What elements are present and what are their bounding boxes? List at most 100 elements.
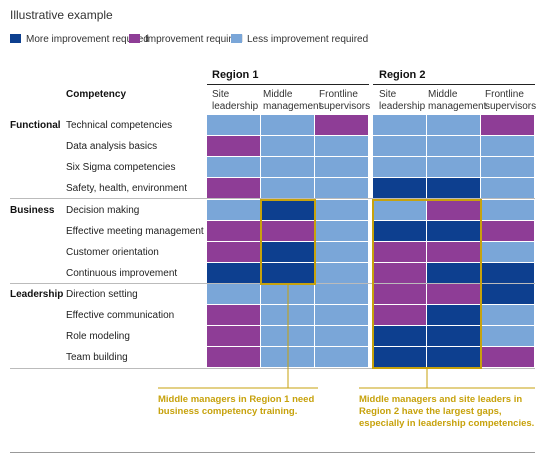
column-header-line: supervisors (485, 101, 537, 112)
group-separator (10, 368, 535, 369)
region-title-1: Region 1 (212, 69, 259, 81)
heatmap-cell-r2-frontline-row-9 (481, 284, 534, 304)
heatmap-cell-r1-frontline-row-9 (315, 284, 368, 304)
heatmap-cell-r1-site-row-5 (207, 200, 260, 220)
callout-region-1: Middle managers in Region 1 need busines… (158, 394, 314, 418)
heatmap-cell-r2-middle-row-5 (427, 200, 480, 220)
heatmap-cell-r2-middle-row-9 (427, 284, 480, 304)
heatmap-cell-r2-middle-row-2 (427, 136, 480, 156)
heatmap-cell-r2-site-row-11 (373, 326, 426, 346)
column-header-r2-frontline: Frontline supervisors (485, 89, 536, 113)
heatmap-cell-r2-middle-row-1 (427, 115, 480, 135)
heatmap-cell-r1-site-row-11 (207, 326, 260, 346)
heatmap-cell-r1-frontline-row-3 (315, 157, 368, 177)
heatmap-cell-r1-site-row-9 (207, 284, 260, 304)
heatmap-cell-r2-frontline-row-11 (481, 326, 534, 346)
column-header-line: management (428, 101, 487, 112)
legend-label-more: More improvement required (26, 34, 149, 45)
region-title-2: Region 2 (379, 69, 426, 81)
heatmap-cell-r1-frontline-row-11 (315, 326, 368, 346)
legend-item-less: Less improvement required (231, 34, 368, 45)
heatmap-cell-r2-frontline-row-3 (481, 157, 534, 177)
heatmap-cell-r1-site-row-4 (207, 178, 260, 198)
heatmap-cell-r2-middle-row-3 (427, 157, 480, 177)
heatmap-cell-r1-site-row-12 (207, 347, 260, 367)
callout-line: Region 2 have the largest gaps, (359, 406, 502, 417)
legend-swatch-more (10, 34, 21, 43)
heatmap-cell-r2-middle-row-6 (427, 221, 480, 241)
heatmap-cell-r1-frontline-row-12 (315, 347, 368, 367)
legend-swatch-less (231, 34, 242, 43)
column-header-line: Frontline (485, 89, 524, 100)
callout-line: Middle managers in Region 1 need (158, 394, 315, 405)
heatmap-cell-r1-frontline-row-4 (315, 178, 368, 198)
heatmap-cell-r2-frontline-row-12 (481, 347, 534, 367)
heatmap-cell-r2-middle-row-11 (427, 326, 480, 346)
legend-item-improvement: Improvement required (129, 34, 243, 45)
column-header-r1-middle: Middle management (263, 89, 321, 113)
group-label-functional: Functional (10, 120, 61, 131)
heatmap-cell-r1-site-row-1 (207, 115, 260, 135)
competency-header: Competency (66, 89, 127, 100)
bottom-rule (10, 452, 535, 453)
row-label: Six Sigma competencies (66, 162, 176, 173)
row-label: Continuous improvement (66, 268, 178, 279)
heatmap-cell-r1-middle-row-8 (261, 263, 314, 283)
heatmap-cell-r2-frontline-row-10 (481, 305, 534, 325)
region-rule-2 (373, 84, 535, 85)
heatmap-cell-r2-site-row-1 (373, 115, 426, 135)
heatmap-cell-r1-frontline-row-5 (315, 200, 368, 220)
heatmap-cell-r2-site-row-3 (373, 157, 426, 177)
column-header-r1-frontline: Frontline supervisors (319, 89, 370, 113)
row-label: Effective meeting management (66, 226, 204, 237)
heatmap-cell-r2-middle-row-4 (427, 178, 480, 198)
heatmap-cell-r1-site-row-8 (207, 263, 260, 283)
heatmap-cell-r2-middle-row-8 (427, 263, 480, 283)
column-header-r2-site: Site leadership (379, 89, 425, 113)
column-header-line: supervisors (319, 101, 371, 112)
heatmap-cell-r1-middle-row-6 (261, 221, 314, 241)
column-header-line: Site (212, 89, 230, 100)
group-separator (10, 198, 535, 199)
group-label-leadership: Leadership (10, 289, 64, 300)
heatmap-cell-r1-site-row-10 (207, 305, 260, 325)
row-label: Safety, health, environment (66, 183, 187, 194)
row-label: Data analysis basics (66, 141, 158, 152)
row-label: Customer orientation (66, 247, 159, 258)
heatmap-cell-r2-site-row-8 (373, 263, 426, 283)
legend-label-improvement: Improvement required (145, 34, 243, 45)
heatmap-cell-r2-middle-row-7 (427, 242, 480, 262)
heatmap-cell-r1-middle-row-4 (261, 178, 314, 198)
legend-label-less: Less improvement required (247, 34, 369, 45)
heatmap-cell-r2-middle-row-12 (427, 347, 480, 367)
row-label: Role modeling (66, 331, 130, 342)
chart-subtitle: Illustrative example (10, 8, 113, 22)
callout-line: Middle managers and site leaders in (359, 394, 523, 405)
legend-item-more: More improvement required (10, 34, 149, 45)
heatmap-cell-r2-site-row-12 (373, 347, 426, 367)
heatmap-cell-r2-site-row-2 (373, 136, 426, 156)
heatmap-cell-r2-middle-row-10 (427, 305, 480, 325)
heatmap-cell-r1-site-row-7 (207, 242, 260, 262)
heatmap-cell-r2-frontline-row-2 (481, 136, 534, 156)
region-rule-1 (207, 84, 369, 85)
heatmap-cell-r2-frontline-row-7 (481, 242, 534, 262)
heatmap-cell-r1-frontline-row-10 (315, 305, 368, 325)
heatmap-cell-r1-frontline-row-7 (315, 242, 368, 262)
heatmap-cell-r1-frontline-row-6 (315, 221, 368, 241)
heatmap-cell-r2-site-row-5 (373, 200, 426, 220)
callout-line: business competency training. (158, 406, 298, 417)
column-header-line: leadership (212, 101, 259, 112)
callout-region-2: Middle managers and site leaders in Regi… (359, 394, 534, 430)
heatmap-cell-r2-site-row-7 (373, 242, 426, 262)
heatmap-cell-r1-site-row-3 (207, 157, 260, 177)
heatmap-cell-r2-frontline-row-8 (481, 263, 534, 283)
heatmap-cell-r1-middle-row-5 (261, 200, 314, 220)
heatmap-cell-r1-frontline-row-2 (315, 136, 368, 156)
column-header-line: Middle (263, 89, 293, 100)
column-header-line: leadership (379, 101, 426, 112)
heatmap-cell-r1-frontline-row-8 (315, 263, 368, 283)
heatmap-cell-r2-frontline-row-4 (481, 178, 534, 198)
heatmap-cell-r2-site-row-6 (373, 221, 426, 241)
